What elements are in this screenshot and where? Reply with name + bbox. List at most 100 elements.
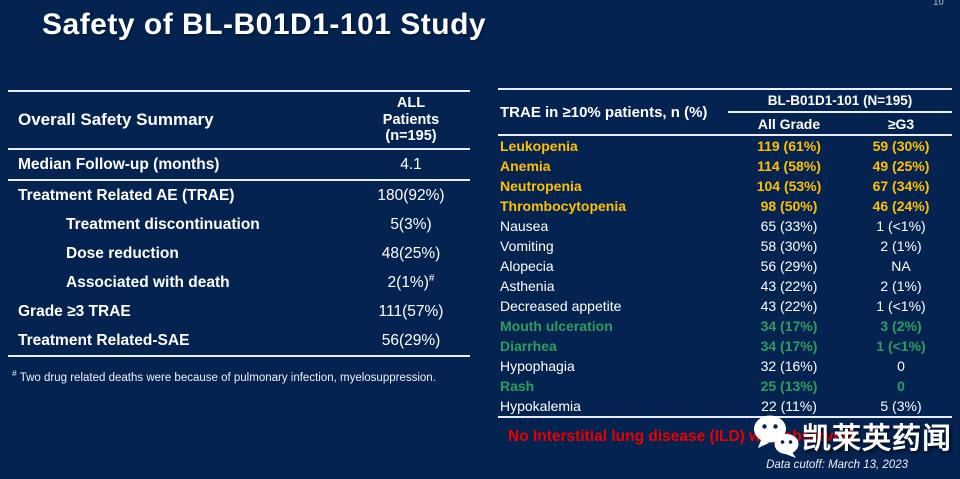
row-value: 56(29%): [381, 331, 441, 349]
table-row: Alopecia 56 (29%) NA: [498, 256, 952, 276]
row-label: Diarrhea: [500, 338, 557, 354]
table-row: Hypokalemia 22 (11%) 5 (3%): [498, 396, 952, 416]
all-grade-value: 34 (17%): [760, 318, 818, 334]
row-label: Dose reduction: [66, 244, 179, 262]
row-label: Nausea: [500, 218, 549, 234]
all-grade-value: 34 (17%): [760, 338, 818, 354]
table-row: Anemia 114 (58%) 49 (25%): [498, 156, 952, 176]
row-label: Treatment discontinuation: [66, 215, 260, 233]
table-row: Dose reduction 48(25%): [8, 239, 470, 268]
column-header-g3: ≥G3: [887, 115, 915, 132]
row-label: Alopecia: [500, 258, 554, 274]
table-row: Asthenia 43 (22%) 2 (1%): [498, 276, 952, 296]
trae-table: TRAE in ≥10% patients, n (%) BL-B01D1-10…: [498, 88, 952, 418]
g3-value: 46 (24%): [872, 198, 930, 214]
row-label: Asthenia: [500, 278, 555, 294]
g3-value: 0: [897, 378, 905, 394]
table-row: Treatment discontinuation 5(3%): [8, 210, 470, 239]
all-grade-value: 22 (11%): [761, 398, 817, 414]
row-label: Leukopenia: [500, 138, 578, 154]
group-header: BL-B01D1-101 (N=195): [728, 90, 952, 113]
row-label: Decreased appetite: [500, 298, 622, 314]
g3-value: 49 (25%): [872, 158, 930, 174]
g3-value: 2 (1%): [880, 278, 922, 294]
table-header-column: ALL Patients (n=195): [382, 94, 440, 145]
table-row: Treatment Related AE (TRAE) 180(92%): [8, 181, 470, 210]
row-value: 5(3%): [390, 215, 432, 233]
wechat-icon: [752, 414, 800, 458]
table-row: Rash 25 (13%) 0: [498, 376, 952, 396]
g3-value: 1 (<1%): [876, 338, 926, 354]
table-row: Grade ≥3 TRAE 111(57%): [8, 297, 470, 326]
page-number: 10: [932, 0, 944, 8]
row-label: Thrombocytopenia: [500, 198, 627, 214]
all-grade-value: 25 (13%): [760, 378, 818, 394]
row-label: Treatment Related AE (TRAE): [18, 186, 235, 204]
g3-value: 2 (1%): [880, 238, 922, 254]
footnote-text: Two drug related deaths were because of …: [19, 371, 436, 384]
row-label: Median Follow-up (months): [18, 155, 220, 173]
table-header-row: Overall Safety Summary ALL Patients (n=1…: [8, 90, 470, 150]
overall-safety-summary-table: Overall Safety Summary ALL Patients (n=1…: [8, 90, 470, 384]
column-header-all-grade: All Grade: [757, 115, 821, 132]
row-label: Anemia: [500, 158, 551, 174]
row-label: Hypokalemia: [500, 398, 581, 414]
row-label: Rash: [500, 378, 535, 394]
watermark-text: 凯莱英药闻: [802, 423, 953, 455]
row-label: Mouth ulceration: [500, 318, 613, 334]
table-row: Mouth ulceration 34 (17%) 3 (2%): [498, 316, 952, 336]
sub-header-row: All Grade ≥G3: [728, 113, 952, 134]
footnote-marker: #: [428, 272, 435, 284]
all-grade-value: 114 (58%): [757, 158, 821, 174]
table-row: Neutropenia 104 (53%) 67 (34%): [498, 176, 952, 196]
row-label: Hypophagia: [500, 358, 575, 374]
row-value: 111(57%): [378, 302, 444, 320]
all-grade-value: 43 (22%): [760, 298, 818, 314]
g3-value: 1 (<1%): [876, 298, 926, 314]
table-header-row: TRAE in ≥10% patients, n (%) BL-B01D1-10…: [498, 88, 952, 136]
wechat-watermark: 凯莱英药闻: [752, 414, 952, 458]
table-row: Leukopenia 119 (61%) 59 (30%): [498, 136, 952, 156]
table-body: Leukopenia 119 (61%) 59 (30%) Anemia 114…: [498, 136, 952, 418]
all-grade-value: 65 (33%): [760, 218, 818, 234]
table-row: Treatment Related-SAE 56(29%): [8, 326, 470, 357]
page-title: Safety of BL-B01D1-101 Study: [42, 8, 487, 41]
g3-value: 0: [897, 358, 905, 374]
g3-value: NA: [891, 258, 911, 274]
g3-value: 1 (<1%): [876, 218, 926, 234]
table-header-title: Overall Safety Summary: [18, 110, 214, 129]
table-footnote: # Two drug related deaths were because o…: [8, 368, 470, 384]
table-row: Nausea 65 (33%) 1 (<1%): [498, 216, 952, 236]
all-grade-value: 119 (61%): [757, 138, 821, 154]
row-label: Associated with death: [66, 273, 230, 291]
table-header-title: TRAE in ≥10% patients, n (%): [500, 103, 708, 121]
table-row: Decreased appetite 43 (22%) 1 (<1%): [498, 296, 952, 316]
all-grade-value: 32 (16%): [760, 358, 818, 374]
table-row: Associated with death 2(1%)#: [8, 268, 470, 297]
row-label: Vomiting: [500, 238, 554, 254]
row-value-text: 2(1%): [387, 274, 429, 292]
row-value: 48(25%): [381, 244, 441, 262]
row-value: 180(92%): [377, 186, 445, 204]
table-row: Thrombocytopenia 98 (50%) 46 (24%): [498, 196, 952, 216]
table-row: Vomiting 58 (30%) 2 (1%): [498, 236, 952, 256]
g3-value: 59 (30%): [872, 138, 930, 154]
table-row: Median Follow-up (months) 4.1: [8, 150, 470, 181]
g3-value: 5 (3%): [880, 398, 922, 414]
g3-value: 67 (34%): [872, 178, 930, 194]
table-row: Diarrhea 34 (17%) 1 (<1%): [498, 336, 952, 356]
all-grade-value: 56 (29%): [760, 258, 818, 274]
all-grade-value: 98 (50%): [760, 198, 818, 214]
row-label: Grade ≥3 TRAE: [18, 302, 131, 320]
g3-value: 3 (2%): [880, 318, 922, 334]
row-value: 2(1%)#: [352, 273, 470, 292]
table-row: Hypophagia 32 (16%) 0: [498, 356, 952, 376]
all-grade-value: 104 (53%): [756, 178, 822, 194]
row-label: Treatment Related-SAE: [18, 331, 190, 349]
data-cutoff-note: Data cutoff: March 13, 2023: [766, 459, 908, 471]
table-header-group: BL-B01D1-101 (N=195) All Grade ≥G3: [728, 90, 952, 134]
footnote-marker: #: [12, 368, 17, 378]
all-grade-value: 58 (30%): [760, 238, 818, 254]
all-grade-value: 43 (22%): [760, 278, 818, 294]
